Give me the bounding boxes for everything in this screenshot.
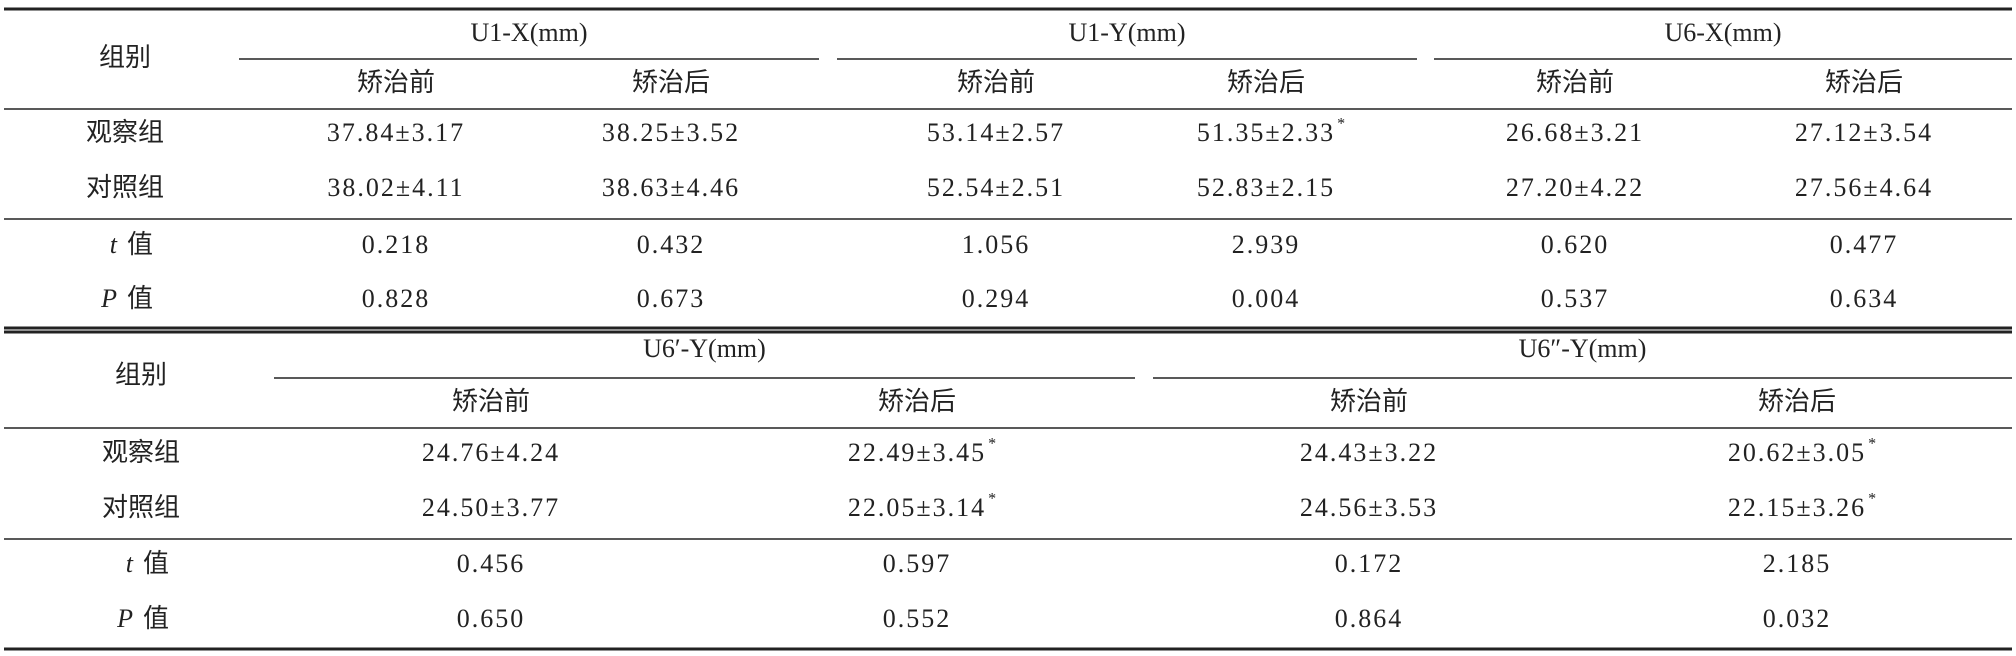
column-group-title: U1-X(mm) <box>471 18 588 47</box>
row-label: 值 <box>127 230 153 259</box>
cell: 38.02±4.11 <box>327 173 464 202</box>
cell: 0.172 <box>1335 549 1404 578</box>
cell: 22.05±3.14 <box>848 493 986 522</box>
column-header: 矫治后 <box>1227 68 1305 97</box>
cell: 37.84±3.17 <box>327 118 465 147</box>
significance-mark: * <box>1868 491 1876 508</box>
column-header: 矫治前 <box>957 68 1035 97</box>
cell: 0.537 <box>1541 284 1610 313</box>
row-label-symbol: P <box>100 284 117 313</box>
cell: 24.76±4.24 <box>422 438 560 467</box>
cell: 27.20±4.22 <box>1506 173 1644 202</box>
cell: 24.43±3.22 <box>1300 438 1438 467</box>
column-group-title: U6″-Y(mm) <box>1519 334 1647 363</box>
cell: 52.54±2.51 <box>927 173 1065 202</box>
cell: 38.25±3.52 <box>602 118 740 147</box>
column-header: 矫治后 <box>632 68 710 97</box>
column-header: 矫治前 <box>1536 68 1614 97</box>
row-label-symbol: t <box>110 230 118 259</box>
row-label: 值 <box>127 284 153 313</box>
cell: 0.673 <box>637 284 706 313</box>
cell: 0.620 <box>1541 230 1610 259</box>
cell: 0.634 <box>1830 284 1899 313</box>
cell: 52.83±2.15 <box>1197 173 1335 202</box>
row-label: 观察组 <box>102 438 180 467</box>
cell: 24.50±3.77 <box>422 493 560 522</box>
group-header: 组别 <box>115 360 167 389</box>
cell: 27.12±3.54 <box>1795 118 1933 147</box>
column-header: 矫治前 <box>357 68 435 97</box>
cell: 0.032 <box>1763 604 1832 633</box>
cell: 0.828 <box>362 284 431 313</box>
row-label: 观察组 <box>86 118 164 147</box>
column-group-title: U6′-Y(mm) <box>643 334 766 363</box>
cell: 0.432 <box>637 230 706 259</box>
significance-mark: * <box>988 491 996 508</box>
row-label: 值 <box>143 604 169 633</box>
significance-mark: * <box>1337 116 1345 133</box>
cell: 0.650 <box>457 604 526 633</box>
cell: 0.477 <box>1830 230 1899 259</box>
cell: 0.004 <box>1232 284 1301 313</box>
significance-mark: * <box>1868 436 1876 453</box>
row-label: 对照组 <box>86 173 164 202</box>
cell: 0.456 <box>457 549 526 578</box>
row-label-symbol: P <box>116 604 133 633</box>
column-header: 矫治后 <box>1758 387 1836 416</box>
cell: 27.56±4.64 <box>1795 173 1933 202</box>
cell: 24.56±3.53 <box>1300 493 1438 522</box>
cell: 1.056 <box>962 230 1031 259</box>
cell: 38.63±4.46 <box>602 173 740 202</box>
significance-mark: * <box>988 436 996 453</box>
cell: 22.49±3.45 <box>848 438 986 467</box>
column-group-title: U1-Y(mm) <box>1069 18 1186 47</box>
column-header: 矫治后 <box>1825 68 1903 97</box>
column-header: 矫治前 <box>1330 387 1408 416</box>
group-header: 组别 <box>99 43 151 72</box>
row-label-symbol: t <box>126 549 134 578</box>
row-label: 值 <box>143 549 169 578</box>
cell: 0.552 <box>883 604 952 633</box>
column-group-title: U6-X(mm) <box>1665 18 1782 47</box>
cell: 0.597 <box>883 549 952 578</box>
column-header: 矫治前 <box>452 387 530 416</box>
cell: 0.864 <box>1335 604 1404 633</box>
cell: 53.14±2.57 <box>927 118 1065 147</box>
cell: 22.15±3.26 <box>1728 493 1866 522</box>
cell: 26.68±3.21 <box>1506 118 1644 147</box>
cell: 51.35±2.33 <box>1197 118 1335 147</box>
column-header: 矫治后 <box>878 387 956 416</box>
cell: 2.185 <box>1763 549 1832 578</box>
row-label: 对照组 <box>102 493 180 522</box>
cell: 0.218 <box>362 230 431 259</box>
cell: 2.939 <box>1232 230 1301 259</box>
cell: 0.294 <box>962 284 1031 313</box>
cell: 20.62±3.05 <box>1728 438 1866 467</box>
